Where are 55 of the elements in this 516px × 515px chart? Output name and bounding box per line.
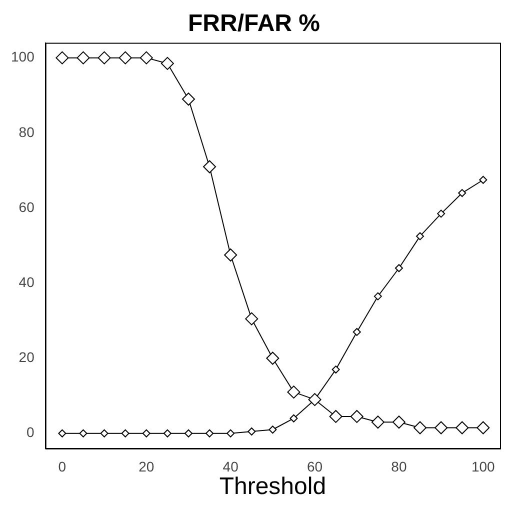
point (206, 429, 214, 438)
point (392, 416, 406, 429)
point (56, 51, 69, 64)
x-tick-label: 0 (58, 458, 66, 475)
point (308, 393, 322, 406)
point (248, 428, 256, 436)
y-tick-label: 40 (18, 274, 35, 290)
x-tick-label: 100 (471, 458, 496, 475)
point (350, 410, 364, 423)
point (332, 366, 340, 374)
point (245, 312, 258, 326)
y-tick-label: 0 (26, 424, 35, 440)
point (224, 248, 238, 262)
point (374, 292, 382, 300)
point (98, 51, 111, 64)
point (184, 429, 192, 438)
x-tick-label: 20 (138, 458, 154, 475)
x-tick-label: 40 (222, 458, 239, 475)
point (142, 429, 150, 438)
point (414, 421, 427, 434)
point (287, 386, 300, 399)
point (100, 429, 108, 438)
point (416, 232, 424, 240)
point (163, 429, 172, 438)
point (456, 421, 469, 434)
point (476, 421, 490, 434)
point (76, 51, 90, 64)
point (290, 414, 298, 422)
point (394, 264, 403, 272)
point (79, 429, 88, 438)
y-tick-label: 60 (18, 198, 35, 215)
x-tick-label: 80 (391, 458, 407, 475)
point (268, 426, 277, 434)
point (371, 416, 384, 429)
point (160, 56, 174, 70)
point (434, 421, 448, 434)
x-tick-label: 60 (306, 458, 323, 475)
point (266, 352, 280, 365)
y-tick-label: 80 (18, 124, 35, 140)
point (458, 189, 466, 198)
point (479, 176, 488, 184)
chart-title: FRR/FAR % (188, 10, 320, 38)
point (118, 51, 132, 64)
y-tick-label: 100 (11, 48, 35, 65)
point (203, 160, 216, 174)
point (140, 51, 153, 64)
point (329, 410, 342, 423)
point (182, 92, 195, 106)
point (58, 429, 66, 438)
x-axis-title: Threshold (219, 473, 326, 500)
point (226, 429, 235, 438)
y-tick-label: 20 (18, 349, 35, 366)
point (121, 429, 130, 438)
point (352, 328, 361, 336)
point (437, 210, 446, 218)
